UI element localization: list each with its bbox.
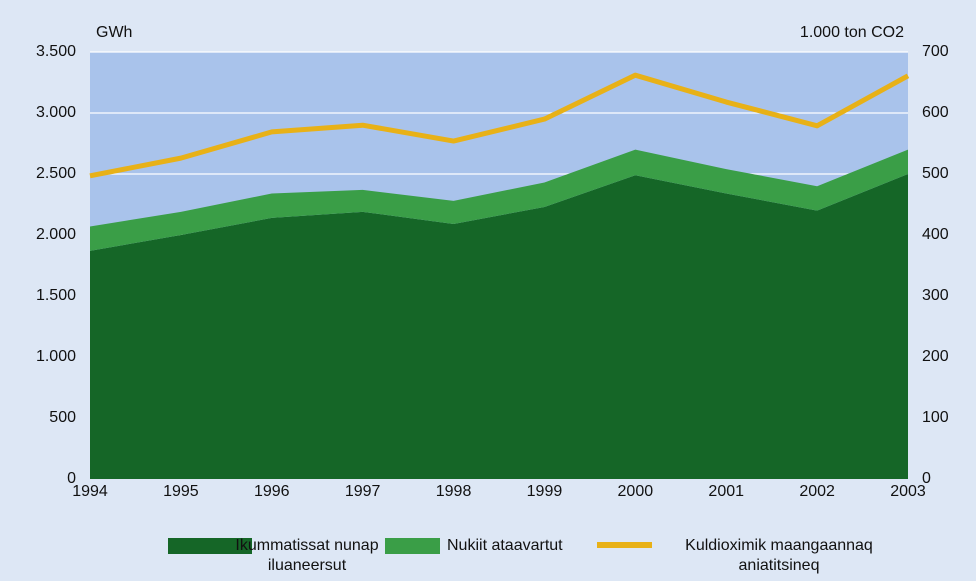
y2-tick-label: 700 bbox=[922, 43, 949, 60]
x-tick-label: 2003 bbox=[890, 483, 926, 500]
legend-label: Nukiit ataavartut bbox=[447, 537, 563, 554]
y-tick-label: 2.000 bbox=[36, 226, 76, 243]
legend-label: Ikummatissat nunap iluaneersut bbox=[235, 537, 379, 574]
area bbox=[90, 174, 908, 479]
y-tick-label: 1.000 bbox=[36, 348, 76, 365]
line bbox=[89, 72, 910, 179]
areas bbox=[90, 149, 908, 479]
y-tick-label: 3.500 bbox=[36, 43, 76, 60]
y2-tick-label: 0 bbox=[922, 470, 931, 487]
legend-swatch bbox=[168, 538, 252, 554]
legend-label: Kuldioximik maangaannaq aniatitsineq bbox=[685, 537, 873, 574]
y-unit-label: GWh bbox=[96, 24, 132, 41]
y2-tick-label: 200 bbox=[922, 348, 949, 365]
x-tick-label: 1996 bbox=[254, 483, 290, 500]
x-tick-label: 2001 bbox=[708, 483, 744, 500]
y-tick-label: 2.500 bbox=[36, 165, 76, 182]
y2-tick-label: 300 bbox=[922, 287, 949, 304]
y2-unit-label: 1.000 ton CO2 bbox=[800, 24, 904, 41]
legend-swatch bbox=[385, 538, 440, 554]
y-tick-label: 500 bbox=[49, 409, 76, 426]
x-tick-label: 1998 bbox=[436, 483, 472, 500]
x-tick-label: 1997 bbox=[345, 483, 381, 500]
legend-swatch bbox=[597, 542, 652, 548]
y2-tick-label: 400 bbox=[922, 226, 949, 243]
x-tick-label: 1999 bbox=[527, 483, 563, 500]
y2-tick-label: 600 bbox=[922, 104, 949, 121]
y2-tick-label: 500 bbox=[922, 165, 949, 182]
y-tick-label: 0 bbox=[67, 470, 76, 487]
x-tick-label: 1994 bbox=[72, 483, 108, 500]
x-tick-label: 2000 bbox=[618, 483, 654, 500]
x-tick-label: 2002 bbox=[799, 483, 835, 500]
area bbox=[90, 149, 908, 251]
y-tick-label: 1.500 bbox=[36, 287, 76, 304]
x-tick-label: 1995 bbox=[163, 483, 199, 500]
y2-tick-label: 100 bbox=[922, 409, 949, 426]
y-tick-label: 3.000 bbox=[36, 104, 76, 121]
